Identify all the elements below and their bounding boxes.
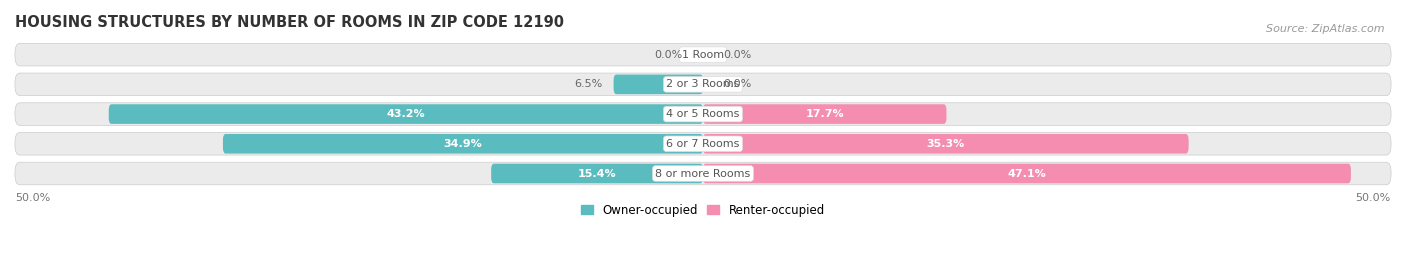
FancyBboxPatch shape — [224, 134, 703, 154]
Text: Source: ZipAtlas.com: Source: ZipAtlas.com — [1267, 24, 1385, 34]
FancyBboxPatch shape — [15, 103, 1391, 125]
Text: 43.2%: 43.2% — [387, 109, 425, 119]
FancyBboxPatch shape — [491, 164, 703, 183]
Text: 6.5%: 6.5% — [574, 79, 603, 89]
Text: 0.0%: 0.0% — [654, 50, 682, 60]
Text: 15.4%: 15.4% — [578, 168, 616, 179]
Text: 35.3%: 35.3% — [927, 139, 965, 149]
FancyBboxPatch shape — [703, 134, 1188, 154]
Text: 0.0%: 0.0% — [724, 50, 752, 60]
Text: 6 or 7 Rooms: 6 or 7 Rooms — [666, 139, 740, 149]
Legend: Owner-occupied, Renter-occupied: Owner-occupied, Renter-occupied — [576, 199, 830, 222]
Text: 8 or more Rooms: 8 or more Rooms — [655, 168, 751, 179]
FancyBboxPatch shape — [613, 75, 703, 94]
FancyBboxPatch shape — [15, 162, 1391, 185]
FancyBboxPatch shape — [703, 164, 1351, 183]
Text: 50.0%: 50.0% — [15, 193, 51, 203]
Text: 34.9%: 34.9% — [443, 139, 482, 149]
Text: 0.0%: 0.0% — [724, 79, 752, 89]
Text: 1 Room: 1 Room — [682, 50, 724, 60]
Text: 17.7%: 17.7% — [806, 109, 844, 119]
Text: HOUSING STRUCTURES BY NUMBER OF ROOMS IN ZIP CODE 12190: HOUSING STRUCTURES BY NUMBER OF ROOMS IN… — [15, 15, 564, 30]
Text: 47.1%: 47.1% — [1008, 168, 1046, 179]
FancyBboxPatch shape — [108, 104, 703, 124]
Text: 2 or 3 Rooms: 2 or 3 Rooms — [666, 79, 740, 89]
Text: 50.0%: 50.0% — [1355, 193, 1391, 203]
FancyBboxPatch shape — [15, 43, 1391, 66]
Text: 4 or 5 Rooms: 4 or 5 Rooms — [666, 109, 740, 119]
FancyBboxPatch shape — [703, 104, 946, 124]
FancyBboxPatch shape — [15, 133, 1391, 155]
FancyBboxPatch shape — [15, 73, 1391, 96]
